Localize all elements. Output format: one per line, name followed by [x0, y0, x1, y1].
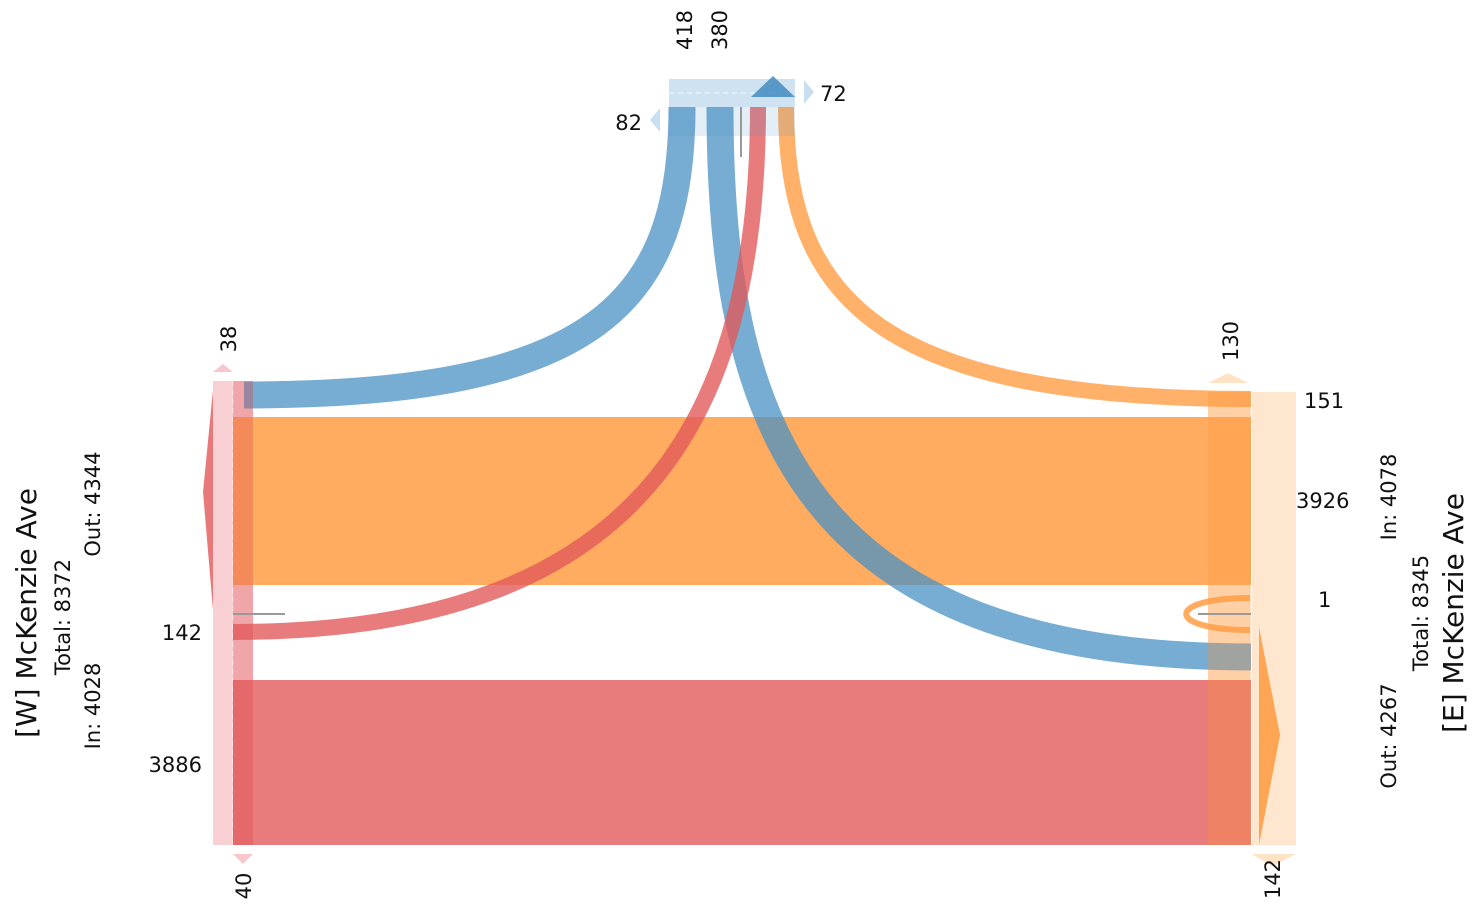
- west-to-north-flow: [232, 106, 766, 640]
- east-in: In: 4078: [1377, 454, 1401, 541]
- west-top-arrow-icon: [213, 364, 233, 372]
- east-top-arrow-icon: [1208, 373, 1248, 383]
- north-cap: [669, 107, 795, 136]
- east-title: [E] McKenzie Ave: [1437, 493, 1470, 733]
- north-to-west-flow: [243, 106, 696, 409]
- north-wedge-icon: [751, 76, 795, 97]
- east-u-turn-bottom-label: 142: [1261, 859, 1285, 899]
- east-total: Total: 8345: [1409, 555, 1433, 672]
- west-through-label: 3886: [149, 753, 202, 777]
- west-u-turn-bottom-label: 40: [232, 873, 256, 900]
- east-bottom-arrow-icon: [1251, 854, 1296, 866]
- east-right-label: 151: [1304, 389, 1344, 413]
- east-wedge-icon: [1259, 627, 1280, 845]
- north-to-east-flow: [706, 106, 1252, 671]
- north-right-arrow-icon: [804, 80, 814, 104]
- east-through-flow: [233, 417, 1251, 585]
- east-cap: [1208, 392, 1251, 845]
- west-out: Out: 4344: [81, 451, 105, 556]
- west-right-label: 142: [162, 621, 202, 645]
- west-bottom-arrow-icon: [233, 854, 253, 864]
- west-u-turn-top-label: 38: [217, 326, 241, 353]
- west-in: In: 4028: [81, 663, 105, 750]
- north-left-label: 82: [615, 111, 642, 135]
- west-through-flow: [233, 680, 1251, 845]
- east-left-label: 1: [1318, 588, 1331, 612]
- north-a-label: 418: [673, 10, 697, 50]
- east-through-label: 3926: [1296, 489, 1349, 513]
- east-to-north-flow: [778, 106, 1252, 407]
- east-u-turn-top-label: 130: [1219, 321, 1243, 361]
- west-title: [W] McKenzie Ave: [10, 488, 43, 738]
- north-right-label: 72: [820, 82, 847, 106]
- east-out: Out: 4267: [1377, 683, 1401, 788]
- east-u-turn-flow: [1183, 595, 1251, 633]
- north-b-label: 380: [708, 10, 732, 50]
- west-total: Total: 8372: [51, 559, 75, 676]
- west-wedge-icon: [203, 390, 213, 610]
- north-left-arrow-icon: [650, 108, 660, 132]
